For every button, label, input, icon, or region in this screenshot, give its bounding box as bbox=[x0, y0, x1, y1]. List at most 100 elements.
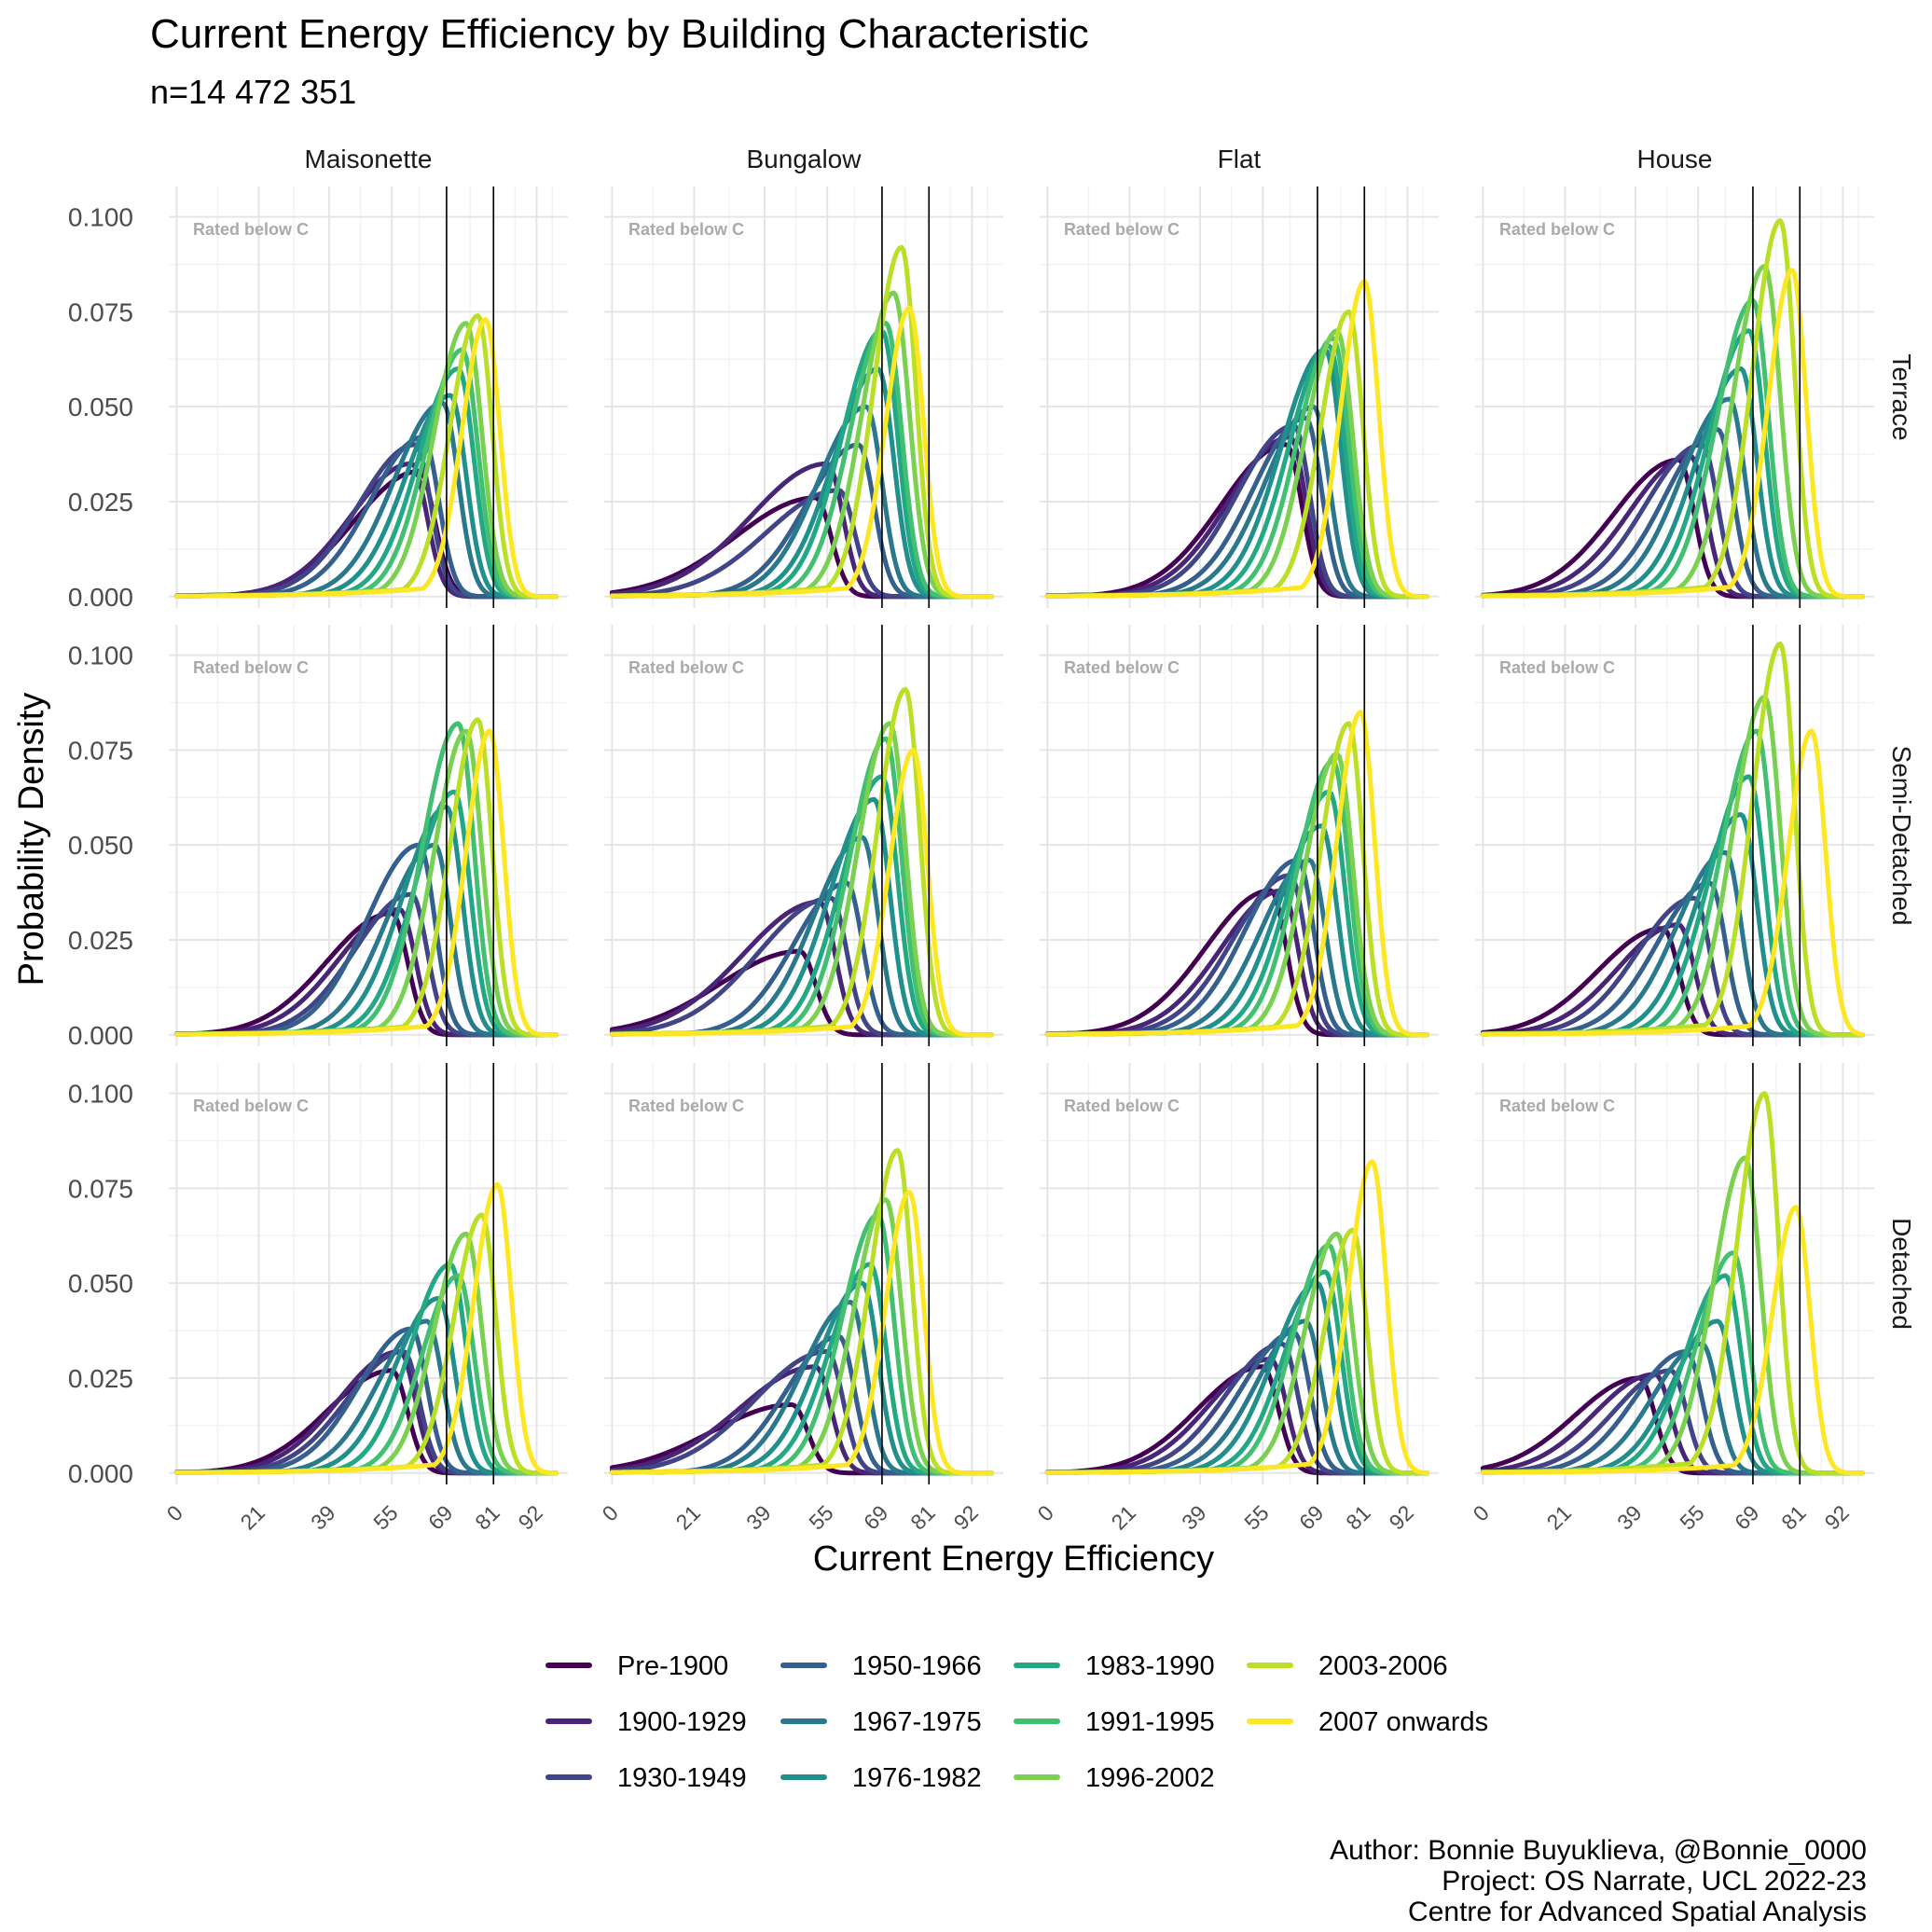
legend-label: 1991-1995 bbox=[1085, 1707, 1215, 1737]
legend-label: 2003-2006 bbox=[1318, 1651, 1448, 1681]
y-tick-label: 0.075 bbox=[68, 297, 133, 326]
y-tick-label: 0.025 bbox=[68, 926, 133, 955]
legend-label: 2007 onwards bbox=[1318, 1707, 1488, 1737]
panel-detached-flat: Rated below C bbox=[1040, 1063, 1439, 1484]
facet-label-semi-detached: Semi-Detached bbox=[1887, 746, 1916, 926]
annotation-rated-below-c: Rated below C bbox=[1064, 1097, 1180, 1115]
legend-label: Pre-1900 bbox=[617, 1651, 728, 1681]
x-tick-label: 0 bbox=[597, 1500, 622, 1525]
legend-item-1950-1966: 1950-1966 bbox=[780, 1651, 982, 1681]
x-tick-label: 92 bbox=[948, 1500, 982, 1534]
legend-label: 1983-1990 bbox=[1085, 1651, 1215, 1681]
chart-subtitle: n=14 472 351 bbox=[150, 73, 357, 111]
panel-semi-detached-house: Rated below C bbox=[1475, 625, 1874, 1046]
y-tick-label: 0.100 bbox=[68, 203, 133, 232]
y-tick-label: 0.050 bbox=[68, 831, 133, 860]
annotation-rated-below-c: Rated below C bbox=[628, 658, 744, 677]
caption: Author: Bonnie Buyuklieva, @Bonnie_0000 … bbox=[1330, 1835, 1867, 1927]
series-line-2007-onwards bbox=[1044, 710, 1429, 1038]
panel-detached-house: Rated below C bbox=[1475, 1063, 1874, 1484]
x-tick-label: 39 bbox=[741, 1500, 775, 1534]
x-tick-label: 92 bbox=[513, 1500, 546, 1534]
x-tick-label: 0 bbox=[161, 1500, 186, 1525]
annotation-rated-below-c: Rated below C bbox=[1499, 220, 1615, 239]
x-tick-label: 39 bbox=[306, 1500, 339, 1534]
series-line-1991-1995 bbox=[609, 1212, 994, 1476]
panel-terrace-house: Rated below C bbox=[1475, 186, 1874, 608]
series-line-2007-onwards bbox=[173, 317, 559, 600]
y-axis-title: Probability Density bbox=[12, 693, 51, 987]
annotation-rated-below-c: Rated below C bbox=[193, 658, 309, 677]
panel-terrace-flat: Rated below C bbox=[1040, 186, 1439, 608]
x-tick-label: 69 bbox=[423, 1500, 457, 1534]
series-line-1996-2002 bbox=[1480, 264, 1865, 600]
legend-label: 1976-1982 bbox=[852, 1763, 982, 1793]
panel-semi-detached-flat: Rated below C bbox=[1040, 625, 1439, 1046]
legend-item-1976-1982: 1976-1982 bbox=[780, 1763, 982, 1793]
y-tick-label: 0.000 bbox=[68, 1021, 133, 1050]
legend: Pre-1900 1900-1929 1930-1949 1950-1966 1967-… bbox=[545, 1651, 1488, 1793]
legend-label: 1996-2002 bbox=[1085, 1763, 1215, 1793]
legend-item-1996-2002: 1996-2002 bbox=[1014, 1763, 1215, 1793]
facet-label-terrace: Terrace bbox=[1887, 353, 1916, 440]
series-line-2007-onwards bbox=[609, 305, 994, 600]
series-line-2007-onwards bbox=[1480, 1205, 1865, 1476]
x-tick-label: 0 bbox=[1468, 1500, 1493, 1525]
y-tick-label: 0.100 bbox=[68, 642, 133, 670]
legend-item-1967-1975: 1967-1975 bbox=[780, 1707, 982, 1737]
annotation-rated-below-c: Rated below C bbox=[193, 220, 309, 239]
annotation-rated-below-c: Rated below C bbox=[628, 1097, 744, 1115]
y-tick-label: 0.000 bbox=[68, 583, 133, 612]
facet-label-maisonette: Maisonette bbox=[305, 145, 433, 173]
x-tick-label: 69 bbox=[1730, 1500, 1763, 1534]
y-tick-label: 0.100 bbox=[68, 1080, 133, 1109]
facet-label-detached: Detached bbox=[1887, 1218, 1916, 1330]
series-line-2003-2006 bbox=[609, 686, 994, 1038]
legend-item-pre-1900: Pre-1900 bbox=[545, 1651, 728, 1681]
x-tick-label: 39 bbox=[1612, 1500, 1646, 1534]
x-tick-label: 21 bbox=[671, 1500, 705, 1534]
panel-detached-maisonette: Rated below C bbox=[169, 1063, 568, 1484]
legend-label: 1900-1929 bbox=[617, 1707, 747, 1737]
series-line-2003-2006 bbox=[173, 1212, 559, 1476]
facet-label-bungalow: Bungalow bbox=[747, 145, 862, 173]
x-tick-label: 0 bbox=[1032, 1500, 1057, 1525]
annotation-rated-below-c: Rated below C bbox=[1499, 658, 1615, 677]
x-tick-label: 92 bbox=[1819, 1500, 1853, 1534]
annotation-rated-below-c: Rated below C bbox=[1064, 658, 1180, 677]
x-tick-label: 21 bbox=[236, 1500, 269, 1534]
x-tick-label: 55 bbox=[1675, 1500, 1708, 1534]
x-tick-label: 55 bbox=[368, 1500, 402, 1534]
y-tick-label: 0.025 bbox=[68, 1364, 133, 1393]
series-line-pre-1900 bbox=[173, 1368, 559, 1476]
y-tick-label: 0.050 bbox=[68, 393, 133, 421]
x-tick-label: 21 bbox=[1107, 1500, 1140, 1534]
chart-title: Current Energy Efficiency by Building Ch… bbox=[150, 11, 1089, 57]
series-line-2007-onwards bbox=[1480, 268, 1865, 600]
series-line-2007-onwards bbox=[609, 1190, 994, 1476]
x-tick-label: 69 bbox=[859, 1500, 892, 1534]
annotation-rated-below-c: Rated below C bbox=[1499, 1097, 1615, 1115]
x-tick-label: 55 bbox=[1239, 1500, 1273, 1534]
y-tick-label: 0.050 bbox=[68, 1269, 133, 1298]
legend-item-2007-onwards: 2007 onwards bbox=[1247, 1707, 1488, 1737]
panel-semi-detached-maisonette: Rated below C bbox=[169, 625, 568, 1046]
x-axis-title: Current Energy Efficiency bbox=[813, 1539, 1214, 1579]
caption-centre: Centre for Advanced Spatial Analysis bbox=[1408, 1897, 1867, 1927]
facet-label-house: House bbox=[1637, 145, 1713, 173]
panel-terrace-maisonette: Rated below C bbox=[169, 186, 568, 608]
series-line-2003-2006 bbox=[173, 313, 559, 600]
caption-project: Project: OS Narrate, UCL 2022-23 bbox=[1442, 1866, 1867, 1897]
x-tick-label: 21 bbox=[1542, 1500, 1576, 1534]
legend-item-1900-1929: 1900-1929 bbox=[545, 1707, 747, 1737]
series-line-1996-2002 bbox=[173, 321, 559, 600]
x-tick-label: 81 bbox=[1341, 1500, 1374, 1534]
series-line-1991-1995 bbox=[609, 321, 994, 600]
x-tick-label: 55 bbox=[804, 1500, 837, 1534]
annotation-rated-below-c: Rated below C bbox=[1064, 220, 1180, 239]
legend-label: 1950-1966 bbox=[852, 1651, 982, 1681]
series-line-1996-2002 bbox=[1044, 328, 1429, 600]
series-line-1983-1990 bbox=[609, 328, 994, 600]
x-tick-label: 81 bbox=[470, 1500, 504, 1534]
